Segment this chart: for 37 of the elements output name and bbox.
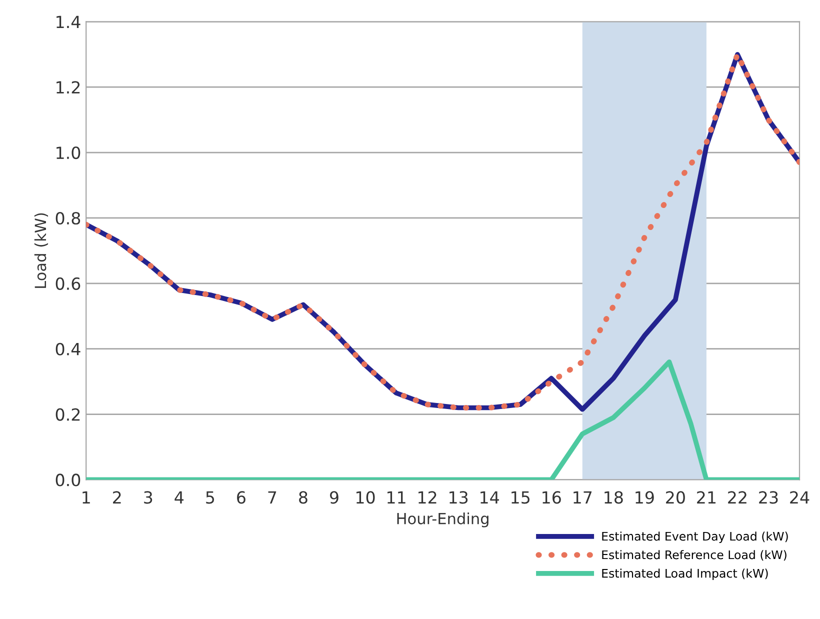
x-tick-label: 14	[480, 491, 499, 504]
legend-label: Estimated Reference Load (kW)	[602, 550, 786, 561]
x-tick-label: 21	[697, 491, 716, 504]
x-tick-label: 16	[542, 491, 561, 504]
y-tick-label: 0.2	[56, 408, 80, 421]
x-tick-label: 4	[174, 491, 184, 504]
x-tick-label: 5	[206, 491, 214, 504]
x-tick-label: 10	[356, 491, 375, 504]
x-tick-label: 2	[113, 491, 121, 504]
x-tick-label: 13	[450, 491, 468, 504]
x-tick-label: 8	[299, 491, 308, 504]
x-tick-label: 9	[330, 491, 338, 504]
y-axis-title: Load (kW)	[34, 213, 48, 288]
x-tick-label: 20	[666, 491, 685, 504]
y-tick-label: 1.4	[56, 16, 80, 28]
x-tick-label: 22	[728, 491, 746, 504]
x-tick-label: 19	[636, 491, 654, 504]
x-tick-label: 15	[512, 491, 530, 504]
x-tick-label: 11	[388, 491, 406, 504]
x-tick-label: 7	[268, 491, 276, 504]
x-tick-label: 6	[237, 491, 246, 504]
y-tick-label: 0.4	[56, 342, 80, 356]
legend-label: Estimated Load Impact (kW)	[602, 568, 768, 580]
y-tick-label: 0.6	[56, 277, 80, 290]
x-tick-label: 18	[604, 491, 623, 504]
x-tick-label: 1	[82, 491, 90, 504]
x-tick-label: 24	[790, 491, 810, 504]
x-tick-label: 12	[418, 491, 436, 504]
y-tick-label: 0.8	[56, 212, 80, 225]
x-tick-label: 3	[144, 491, 152, 504]
y-tick-label: 1.2	[56, 81, 80, 94]
x-tick-label: 23	[759, 491, 778, 504]
legend-label: Estimated Event Day Load (kW)	[602, 532, 788, 543]
y-tick-label: 0.0	[56, 474, 80, 486]
y-tick-label: 1.0	[56, 146, 80, 160]
x-axis-title: Hour-Ending	[397, 512, 488, 528]
x-tick-label: 17	[574, 491, 592, 504]
